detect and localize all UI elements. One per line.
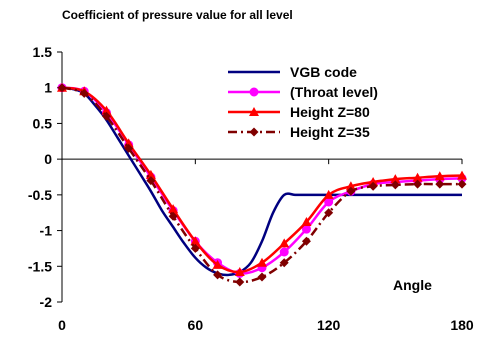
y-tick-label: 0.5: [33, 115, 53, 131]
y-tick-label: -0.5: [28, 187, 52, 203]
data-point: [235, 277, 245, 287]
data-point: [413, 179, 423, 189]
y-tick-label: 1: [44, 80, 52, 96]
data-point: [124, 143, 134, 153]
data-point: [146, 176, 156, 186]
legend-label: VGB code: [290, 64, 357, 80]
data-point: [324, 208, 334, 218]
data-point: [346, 186, 356, 196]
x-tick-label: 60: [188, 317, 204, 333]
legend-label: Height Z=80: [290, 104, 370, 120]
data-point: [279, 238, 290, 248]
chart-title: Coefficient of pressure value for all le…: [62, 8, 293, 22]
legend-marker: [249, 107, 259, 116]
data-point: [345, 181, 356, 191]
data-point: [190, 236, 201, 246]
legend-marker: [249, 127, 259, 137]
legend-marker: [249, 87, 259, 97]
data-point: [101, 111, 111, 121]
data-point: [368, 181, 378, 191]
data-point: [279, 247, 289, 257]
data-point: [435, 179, 445, 189]
series-line: [61, 86, 462, 284]
data-point: [212, 259, 223, 269]
data-point: [457, 170, 467, 180]
series-line: [61, 86, 463, 274]
data-point: [279, 258, 289, 268]
data-point: [257, 257, 267, 267]
data-point: [168, 204, 179, 214]
series-3: [57, 83, 467, 287]
data-point: [390, 180, 400, 190]
data-point: [234, 267, 245, 276]
data-point: [301, 217, 312, 226]
series-line: [61, 86, 463, 275]
legend: VGB code (Throat level) Height Z=80 Height …: [228, 64, 378, 140]
data-point: [168, 211, 178, 221]
data-point: [190, 243, 200, 253]
data-point: [213, 270, 223, 280]
data-point: [390, 174, 401, 184]
data-point: [79, 88, 89, 98]
annotation-angle: Angle: [393, 277, 432, 293]
data-point: [101, 105, 112, 115]
y-tick-label: -1.5: [28, 258, 52, 274]
y-tick-label: -2: [40, 294, 53, 310]
series-layer: [57, 82, 467, 287]
y-tick-label: 0: [44, 151, 52, 167]
axes: 1.5 1 0.5 0 -0.5 -1 -1.5 -2 0 60 120 180: [28, 44, 474, 333]
y-tick-label: -1: [40, 223, 53, 239]
legend-label: (Throat level): [290, 84, 378, 100]
data-point: [257, 272, 267, 282]
data-point: [57, 83, 67, 93]
data-point: [457, 179, 467, 189]
data-point: [412, 172, 423, 182]
data-point: [323, 189, 334, 199]
x-tick-label: 120: [317, 317, 341, 333]
data-point: [301, 236, 311, 246]
data-point: [434, 171, 445, 181]
legend-label: Height Z=35: [290, 124, 370, 140]
data-point: [368, 177, 379, 186]
y-tick-label: 1.5: [33, 44, 53, 60]
x-tick-label: 0: [58, 317, 66, 333]
x-tick-label: 180: [450, 317, 474, 333]
